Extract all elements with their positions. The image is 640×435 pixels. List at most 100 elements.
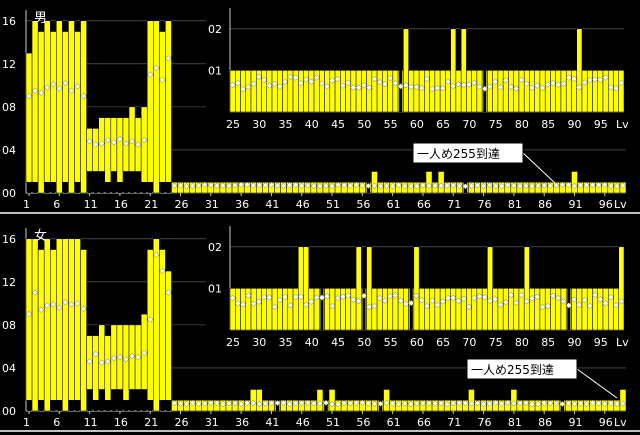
avg-marker <box>44 302 51 309</box>
y-tick-label: 08 <box>2 101 16 114</box>
avg-marker <box>135 141 142 148</box>
inset-avg-marker <box>534 293 541 300</box>
inset-avg-marker <box>502 77 509 84</box>
inset-x-tick-label: Lv <box>616 118 629 131</box>
avg-marker <box>128 138 136 145</box>
inset-avg-marker <box>350 84 357 91</box>
inset-avg-marker <box>350 296 357 303</box>
inset-bar <box>350 288 357 331</box>
x-tick-label: 56 <box>356 198 370 211</box>
inset-bar <box>329 70 336 113</box>
avg-marker <box>510 182 517 189</box>
inset-background <box>206 220 636 354</box>
inset-bar <box>455 70 462 113</box>
inset-bar <box>308 288 315 331</box>
inset-avg-marker <box>612 301 620 309</box>
inset-x-tick-label: 65 <box>436 336 450 349</box>
bar <box>31 20 39 183</box>
inset-bar <box>597 288 604 331</box>
x-tick-label: 71 <box>447 416 461 429</box>
bar <box>104 335 112 401</box>
min-gap <box>106 400 110 411</box>
bar <box>619 389 627 412</box>
inset-bar <box>287 288 294 331</box>
inset-bar <box>277 288 283 331</box>
inset-avg-marker <box>329 77 336 84</box>
avg-marker <box>62 80 69 87</box>
avg-marker <box>577 400 584 407</box>
inset-bar <box>382 288 388 331</box>
avg-marker <box>110 139 117 146</box>
inset-avg-marker <box>255 298 263 305</box>
avg-marker <box>456 399 463 406</box>
inset-bar <box>618 70 625 113</box>
inset-bar <box>298 246 304 331</box>
y-tick-label: 12 <box>2 276 16 289</box>
avg-marker <box>201 181 208 188</box>
inset-x-tick-label: 90 <box>567 118 581 131</box>
min-gap <box>99 171 104 193</box>
inset-avg-marker <box>245 83 252 91</box>
inset-y-tick-label: 01 <box>208 282 222 295</box>
inset-bar <box>450 288 457 331</box>
bar <box>37 249 45 401</box>
inset-bar <box>492 288 499 331</box>
x-tick-label: 51 <box>326 416 340 429</box>
inset-avg-marker <box>549 292 557 299</box>
avg-marker <box>407 183 414 190</box>
avg-marker <box>547 400 554 407</box>
avg-marker <box>619 400 627 407</box>
inset-avg-marker <box>523 298 530 305</box>
avg-marker <box>613 183 620 190</box>
inset-x-tick-label: 50 <box>357 336 371 349</box>
min-gap <box>75 400 80 411</box>
avg-marker <box>486 400 493 407</box>
inset-bar <box>571 288 577 331</box>
avg-marker <box>425 182 433 189</box>
inset-x-tick-label: 75 <box>489 118 503 131</box>
avg-marker <box>432 182 439 189</box>
bar <box>86 128 93 172</box>
inset-avg-marker <box>581 296 588 304</box>
x-tick-label: Lv <box>614 198 627 211</box>
inset-avg-marker <box>439 298 446 305</box>
inset-bar <box>581 70 588 113</box>
inset-avg-marker <box>586 76 594 84</box>
avg-marker <box>547 182 554 189</box>
avg-marker <box>456 182 463 190</box>
inset-bar <box>471 288 478 331</box>
avg-marker <box>219 401 227 408</box>
inset-bar <box>502 70 509 113</box>
avg-marker <box>335 181 342 189</box>
inset-bar <box>418 288 425 331</box>
inset-avg-marker <box>502 299 509 306</box>
avg-marker <box>44 84 51 91</box>
inset-avg-marker <box>544 302 551 310</box>
min-gap <box>51 182 56 193</box>
avg-marker <box>589 181 596 189</box>
min-gap <box>160 182 165 193</box>
inset-bar <box>261 70 268 113</box>
avg-marker <box>492 399 499 406</box>
inset-avg-marker <box>355 84 362 91</box>
bar <box>104 117 112 183</box>
avg-marker <box>147 316 154 323</box>
avg-marker <box>498 400 505 407</box>
inset-avg-marker <box>497 301 504 309</box>
avg-marker <box>195 182 202 189</box>
inset-avg-marker <box>308 298 315 305</box>
inset-avg-marker <box>313 294 320 301</box>
avg-marker <box>153 251 160 258</box>
inset-avg-marker <box>334 294 341 302</box>
inset-bar <box>492 70 499 113</box>
min-gap <box>166 182 171 193</box>
x-tick-label: 1 <box>23 198 30 211</box>
avg-marker <box>310 182 317 190</box>
inset-x-tick-label: 35 <box>279 118 293 131</box>
inset-black-bar <box>399 70 403 112</box>
inset-bar <box>413 70 420 113</box>
inset-y-tick-label: 02 <box>208 241 222 254</box>
x-tick-label: 21 <box>144 198 158 211</box>
inset-avg-marker <box>597 76 604 83</box>
inset-bar <box>240 288 247 331</box>
